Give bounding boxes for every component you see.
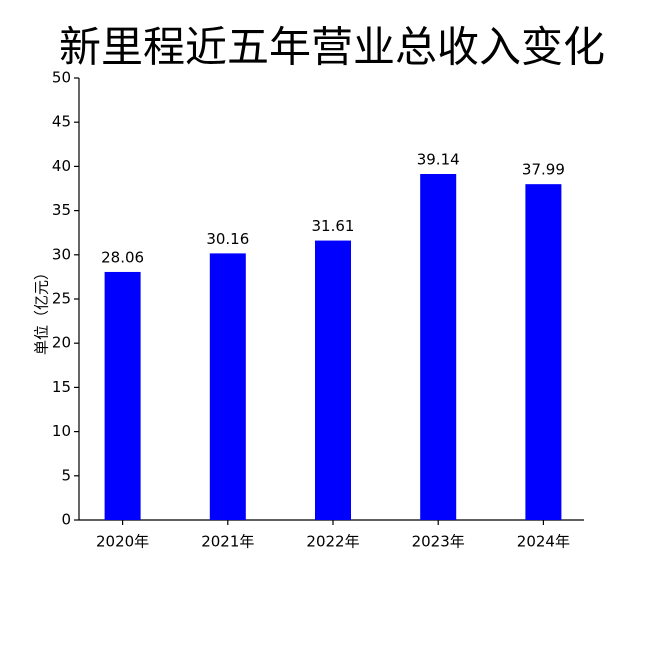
bar xyxy=(315,240,351,520)
x-tick-label: 2024年 xyxy=(517,533,570,551)
y-tick-label: 30 xyxy=(52,245,71,263)
bar xyxy=(209,253,246,520)
data-label: 37.99 xyxy=(522,161,565,179)
y-tick-label: 10 xyxy=(52,422,71,440)
y-tick-label: 15 xyxy=(52,378,71,396)
y-tick-label: 45 xyxy=(52,113,71,131)
y-tick-label: 5 xyxy=(61,466,71,484)
y-tick-label: 50 xyxy=(52,69,71,87)
x-tick-label: 2021年 xyxy=(201,533,254,551)
y-tick-label: 40 xyxy=(52,157,71,175)
bar xyxy=(104,271,141,520)
y-tick-label: 20 xyxy=(52,334,71,352)
x-tick-label: 2022年 xyxy=(306,533,359,551)
data-label: 39.14 xyxy=(417,151,460,169)
bar xyxy=(420,174,457,521)
data-label: 31.61 xyxy=(312,217,355,235)
bar xyxy=(525,184,562,520)
data-label: 30.16 xyxy=(206,230,249,248)
data-label: 28.06 xyxy=(101,248,144,266)
y-tick-label: 35 xyxy=(52,201,71,219)
x-tick-label: 2020年 xyxy=(96,533,149,551)
y-tick-label: 0 xyxy=(61,511,71,529)
y-axis-label: 单位（亿元） xyxy=(33,265,51,355)
chart-title: 新里程近五年营业总收入变化 xyxy=(59,23,605,72)
x-tick-label: 2023年 xyxy=(412,533,465,551)
y-tick-label: 25 xyxy=(52,290,71,308)
